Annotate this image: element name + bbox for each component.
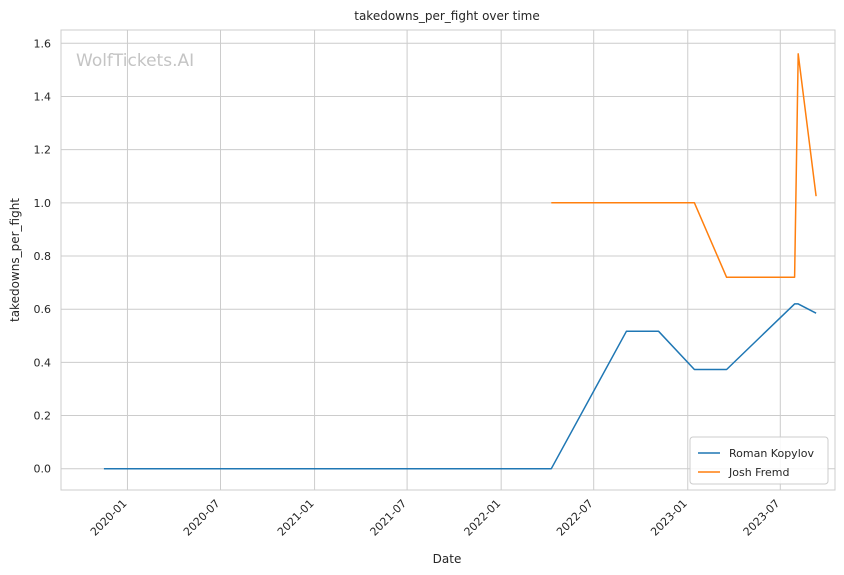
y-tick-label: 0.8 (34, 250, 52, 263)
x-tick-label: 2021-07 (368, 497, 410, 539)
x-tick-label: 2022-07 (554, 497, 596, 539)
series-lines (103, 53, 817, 470)
series-line-roman-kopylov (103, 303, 817, 470)
legend: Roman Kopylov Josh Fremd (689, 436, 829, 485)
legend-label-roman-kopylov: Roman Kopylov (729, 447, 814, 460)
plot-area (60, 29, 836, 491)
x-tick-label: 2020-07 (181, 497, 223, 539)
legend-label-josh-fremd: Josh Fremd (728, 466, 789, 479)
x-tick-label: 2023-07 (741, 497, 783, 539)
y-tick-label: 0.6 (34, 303, 52, 316)
x-tick-label: 2021-01 (275, 497, 317, 539)
y-tick-label: 1.2 (34, 144, 52, 157)
x-axis-ticks: 2020-01 2020-07 2021-01 2021-07 2022-01 2022-… (88, 497, 783, 539)
y-tick-label: 0.4 (34, 356, 52, 369)
y-tick-label: 0.2 (34, 410, 52, 423)
y-tick-label: 0.0 (34, 463, 52, 476)
y-axis-title: takedowns_per_fight (8, 198, 22, 322)
x-tick-label: 2020-01 (88, 497, 130, 539)
legend-box (689, 436, 829, 485)
y-tick-label: 1.4 (34, 90, 52, 103)
x-tick-label: 2023-01 (648, 497, 690, 539)
x-axis-title: Date (433, 552, 462, 566)
x-tick-label: 2022-01 (462, 497, 504, 539)
series-line-josh-fremd (551, 53, 817, 279)
chart-title: takedowns_per_fight over time (354, 9, 540, 23)
y-axis-ticks: 0.0 0.2 0.4 0.6 0.8 1.0 1.2 1.4 1.6 (34, 37, 52, 475)
y-tick-label: 1.0 (34, 197, 52, 210)
y-tick-label: 1.6 (34, 37, 52, 50)
watermark-text: WolfTickets.AI (76, 51, 194, 71)
